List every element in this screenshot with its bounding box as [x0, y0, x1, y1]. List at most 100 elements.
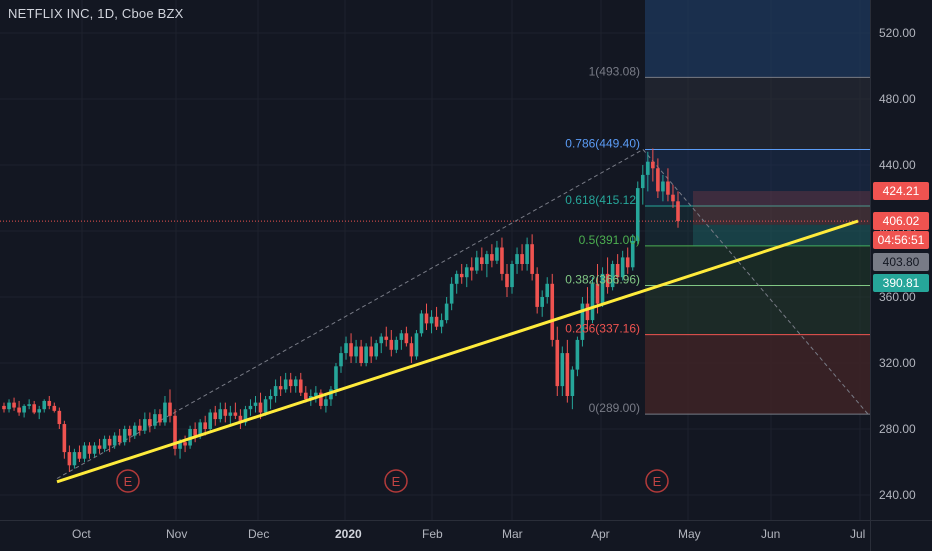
candle: [550, 273, 555, 347]
fib-label: 0.618(415.12): [565, 193, 640, 207]
candle-body: [399, 333, 404, 340]
candle: [600, 267, 605, 307]
candle: [77, 445, 82, 462]
candle-body: [630, 240, 635, 268]
earnings-circle: [116, 469, 140, 493]
candle-body: [404, 333, 409, 344]
time-tick: Oct: [72, 527, 91, 541]
candle-body: [459, 273, 464, 278]
candle: [640, 165, 645, 205]
fib-zone: [645, 149, 870, 207]
candle-body: [168, 402, 172, 416]
candle: [153, 409, 157, 429]
candle: [183, 435, 187, 453]
candle: [635, 181, 640, 245]
candle-body: [339, 353, 343, 367]
candle: [12, 397, 16, 411]
candle-body: [656, 168, 660, 192]
candle: [319, 389, 323, 410]
candle: [439, 313, 444, 334]
candle: [540, 290, 544, 317]
candle: [168, 389, 172, 423]
fib-zone: [645, 206, 870, 246]
candle: [449, 277, 454, 311]
price-tick: 240.00: [879, 488, 916, 502]
candle: [354, 339, 358, 363]
candle-body: [228, 412, 233, 416]
earnings-marker: E: [116, 469, 140, 493]
candle: [298, 372, 303, 396]
time-tick: 2020: [335, 527, 362, 541]
candle-body: [354, 346, 358, 357]
candle: [122, 425, 127, 446]
candle: [253, 396, 258, 413]
candle: [2, 402, 6, 413]
candle-body: [364, 346, 368, 363]
candle-body: [218, 409, 223, 420]
candle-body: [82, 445, 87, 459]
candle-body: [469, 267, 474, 271]
candle: [47, 396, 52, 410]
trendline: [56, 219, 859, 484]
candle-body: [22, 405, 26, 413]
candle: [454, 270, 459, 294]
candle: [7, 399, 11, 413]
fib-label: 1(493.08): [589, 64, 640, 78]
price-chart[interactable]: E E E 1(493.08) 0.786(449.40) 0.618(415.12) 0…: [0, 0, 870, 520]
time-tick: Apr: [591, 527, 610, 541]
fib-label: 0(289.00): [589, 401, 640, 415]
candle-body: [122, 429, 127, 443]
candle-body: [635, 188, 640, 241]
candle-body: [344, 343, 348, 354]
candle-body: [575, 339, 580, 370]
candle-body: [158, 414, 162, 423]
candle-body: [449, 283, 454, 304]
candle: [615, 254, 620, 284]
candle: [469, 257, 474, 281]
candle-body: [173, 415, 177, 449]
candle: [359, 339, 363, 367]
candle-body: [319, 392, 323, 406]
candle: [384, 326, 389, 347]
time-axis[interactable]: Oct Nov Dec 2020 Feb Mar Apr May Jun Jul: [0, 520, 870, 551]
axis-corner: [870, 520, 932, 551]
candle: [399, 330, 404, 350]
candle: [646, 151, 650, 192]
candle: [364, 343, 368, 367]
candle-body: [183, 442, 187, 446]
fib-label: 0.786(449.40): [565, 136, 640, 150]
time-tick: Mar: [502, 527, 523, 541]
candle: [37, 405, 42, 420]
candle-body: [490, 254, 494, 261]
candle: [329, 386, 333, 406]
candle-body: [268, 396, 273, 400]
candle-body: [409, 343, 414, 357]
candle: [268, 389, 273, 410]
fib-labels: 1(493.08) 0.786(449.40) 0.618(415.12) 0.5(3…: [565, 64, 640, 415]
candle-body: [213, 412, 218, 420]
candle-body: [148, 419, 152, 426]
candle: [515, 247, 519, 274]
candle-body: [127, 429, 132, 436]
fib-label: 0.236(337.16): [565, 322, 640, 336]
fib-label: 0.382(366.96): [565, 273, 640, 287]
candle: [510, 260, 514, 294]
candle-body: [303, 392, 308, 400]
candle: [630, 234, 635, 271]
earnings-label: E: [392, 474, 401, 489]
candle-body: [334, 366, 338, 390]
time-tick: Jul: [850, 527, 866, 541]
candle-body: [434, 316, 439, 327]
candle: [233, 402, 238, 420]
candle: [419, 310, 424, 337]
candle-body: [464, 267, 469, 278]
candle-body: [535, 273, 539, 307]
candle-body: [293, 379, 298, 387]
candle: [223, 402, 228, 423]
candle-body: [77, 452, 82, 459]
candle: [575, 336, 580, 377]
candle: [102, 435, 107, 453]
candle-body: [117, 435, 122, 443]
candle-body: [600, 273, 605, 304]
candle-body: [198, 422, 202, 436]
